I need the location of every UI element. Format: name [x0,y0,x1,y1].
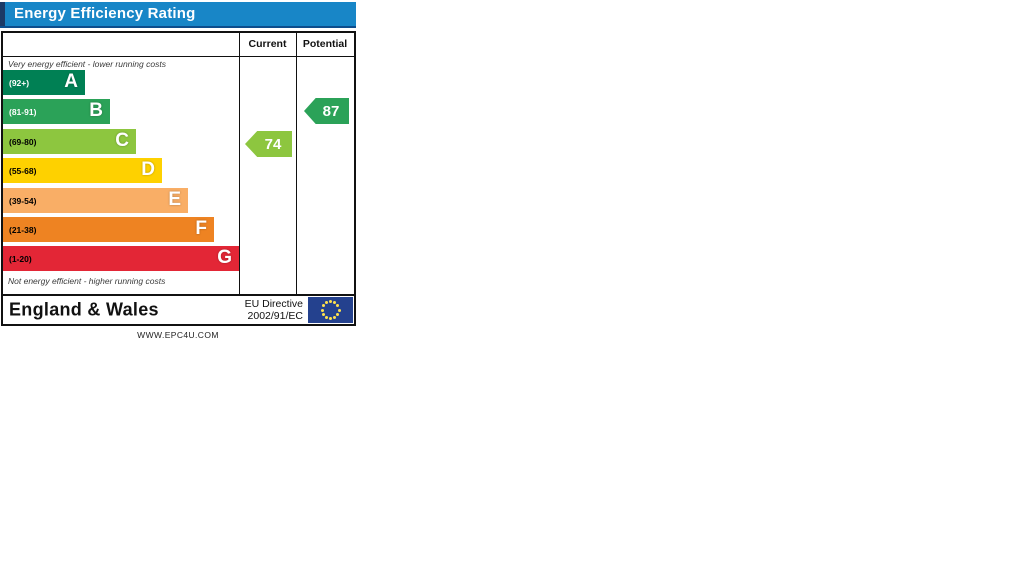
band-row-d: (55-68) D [3,158,162,183]
band-range-label: (69-80) [9,136,37,147]
eu-directive-line2: 2002/91/EC [247,310,303,322]
top-caption: Very energy efficient - lower running co… [8,59,166,69]
eu-flag-star [337,308,341,312]
eu-flag-star [321,312,325,316]
bottom-caption: Not energy efficient - higher running co… [8,276,166,286]
band-letter: E [168,188,181,210]
column-header-current: Current [248,38,287,50]
potential-column-divider [296,33,297,294]
eu-flag-icon [308,297,353,323]
watermark-url: WWW.EPC4U.COM [137,330,219,340]
eu-flag-star [329,317,332,320]
band-letter: F [195,217,207,239]
band-range-label: (39-54) [9,195,37,206]
band-letter: A [64,70,78,92]
current-column-divider [239,33,240,294]
eu-flag-star [320,308,324,312]
eu-flag-star [333,315,337,319]
band-row-a: (92+) A [3,70,85,95]
eu-directive-label: EU Directive 2002/91/EC [245,298,303,322]
band-range-label: (1-20) [9,253,32,264]
table-header-row: Current Potential [3,33,354,57]
column-header-potential: Potential [302,38,348,50]
rating-table: Current Potential Very energy efficient … [1,31,356,326]
band-range-label: (92+) [9,77,30,88]
eu-flag-star [336,312,340,316]
eu-flag-star [324,301,328,305]
band-row-f: (21-38) F [3,217,214,242]
band-row-e: (39-54) E [3,188,188,213]
title-bar-left-strip [0,2,5,26]
band-letter: C [115,129,129,151]
band-range-label: (55-68) [9,165,37,176]
table-footer-row: England & Wales EU Directive 2002/91/EC [3,294,354,324]
band-letter: D [141,158,155,180]
band-row-c: (69-80) C [3,129,136,154]
eu-flag-star [329,300,332,303]
band-range-label: (21-38) [9,224,37,235]
band-range-label: (81-91) [9,106,37,117]
eu-flag-star [321,304,325,308]
eu-directive-line1: EU Directive [244,298,303,310]
band-letter: B [89,99,103,121]
band-row-g: (1-20) G [3,246,239,271]
band-letter: G [217,246,232,268]
region-label: England & Wales [9,299,159,320]
current-rating-arrow: 74 [245,131,292,157]
potential-rating-arrow: 87 [304,98,349,124]
current-rating-value: 74 [264,135,282,153]
potential-rating-value: 87 [322,102,340,120]
chart-title-bar: Energy Efficiency Rating [0,2,356,28]
eu-flag-star [333,301,337,305]
band-row-b: (81-91) B [3,99,110,124]
eu-flag-star [324,315,328,319]
eu-flag-star [336,304,340,308]
chart-title: Energy Efficiency Rating [14,5,196,23]
